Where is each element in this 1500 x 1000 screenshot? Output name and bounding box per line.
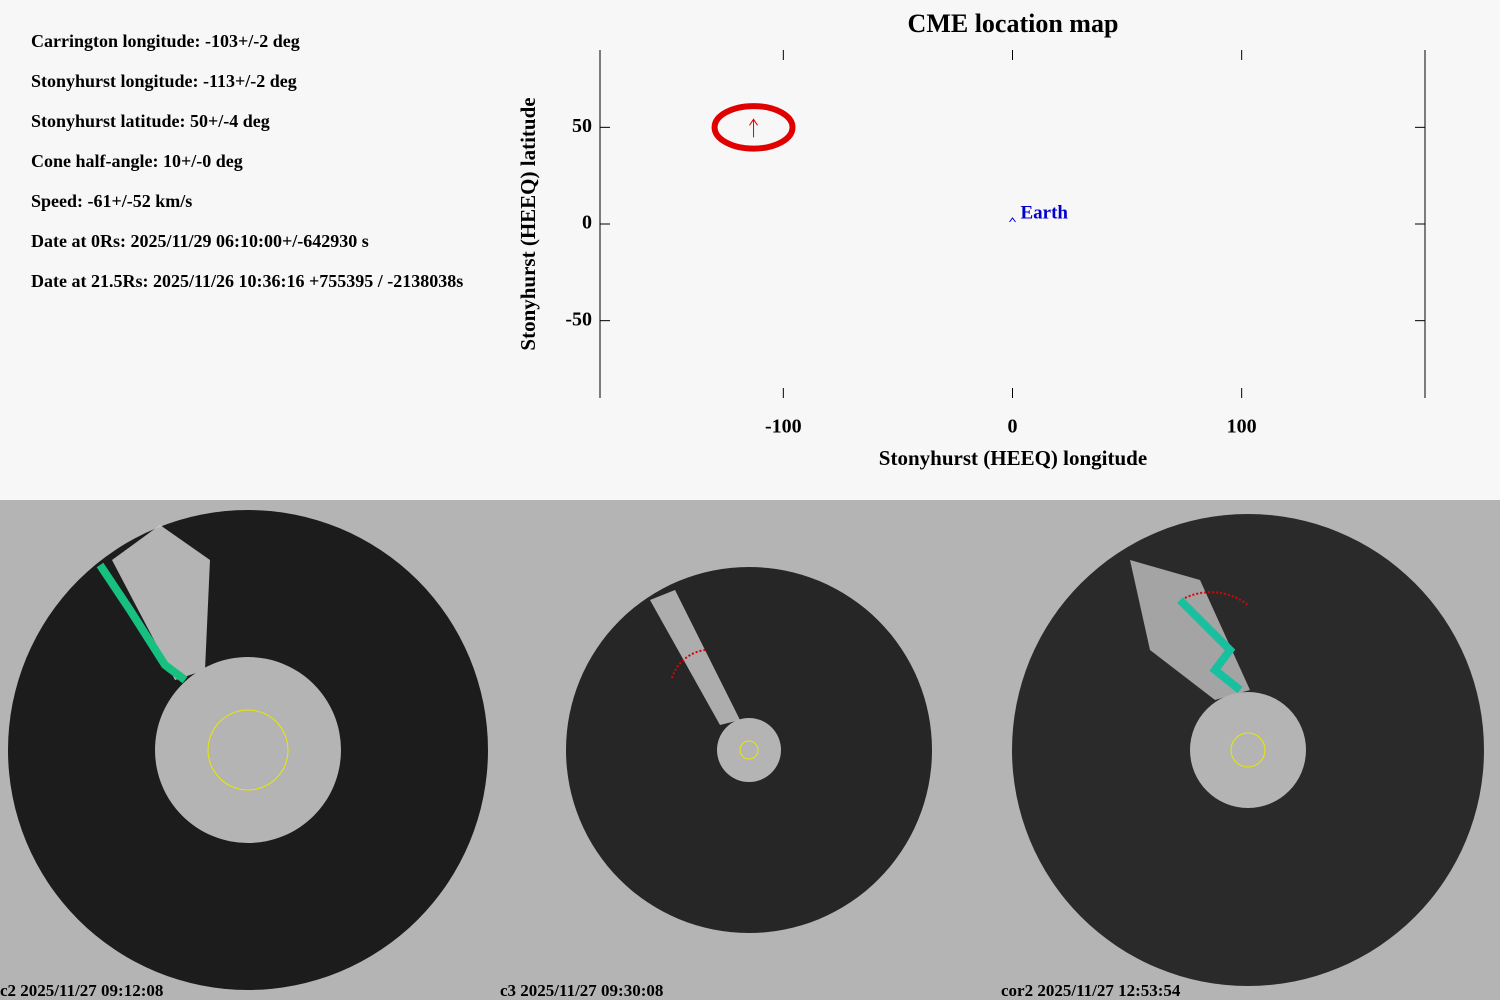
point-label: Earth [1021,202,1069,223]
top-panel [0,0,1500,500]
x-tick-label: -100 [765,416,802,438]
y-axis-label: Stonyhurst (HEEQ) latitude [516,97,540,350]
c2-image [8,510,488,990]
error-ellipse [711,103,796,152]
info-line: Date at 21.5Rs: 2025/11/26 10:36:16 +755… [31,271,463,291]
cor2-image [1012,514,1484,986]
y-tick-label: -50 [565,308,592,330]
x-tick-label: 100 [1227,416,1257,438]
c3-image [566,567,932,933]
chart-title: CME location map [908,9,1119,38]
image-caption: c3 2025/11/27 09:30:08 [500,981,663,1000]
info-line: Carrington longitude: -103+/-2 deg [31,31,300,51]
image-caption: c2 2025/11/27 09:12:08 [0,981,163,1000]
info-line: Cone half-angle: 10+/-0 deg [31,151,243,171]
cme-marker [749,118,758,138]
info-line: Stonyhurst longitude: -113+/-2 deg [31,71,297,91]
info-line: Stonyhurst latitude: 50+/-4 deg [31,111,270,131]
x-tick-label: 0 [1008,416,1018,438]
image-caption: cor2 2025/11/27 12:53:54 [1001,981,1181,1000]
y-tick-label: 50 [572,115,592,137]
x-axis-label: Stonyhurst (HEEQ) longitude [879,446,1147,470]
y-tick-label: 0 [582,212,592,234]
info-line: Date at 0Rs: 2025/11/29 06:10:00+/-64293… [31,231,369,251]
earth-marker [1009,217,1016,223]
info-line: Speed: -61+/-52 km/s [31,191,192,211]
